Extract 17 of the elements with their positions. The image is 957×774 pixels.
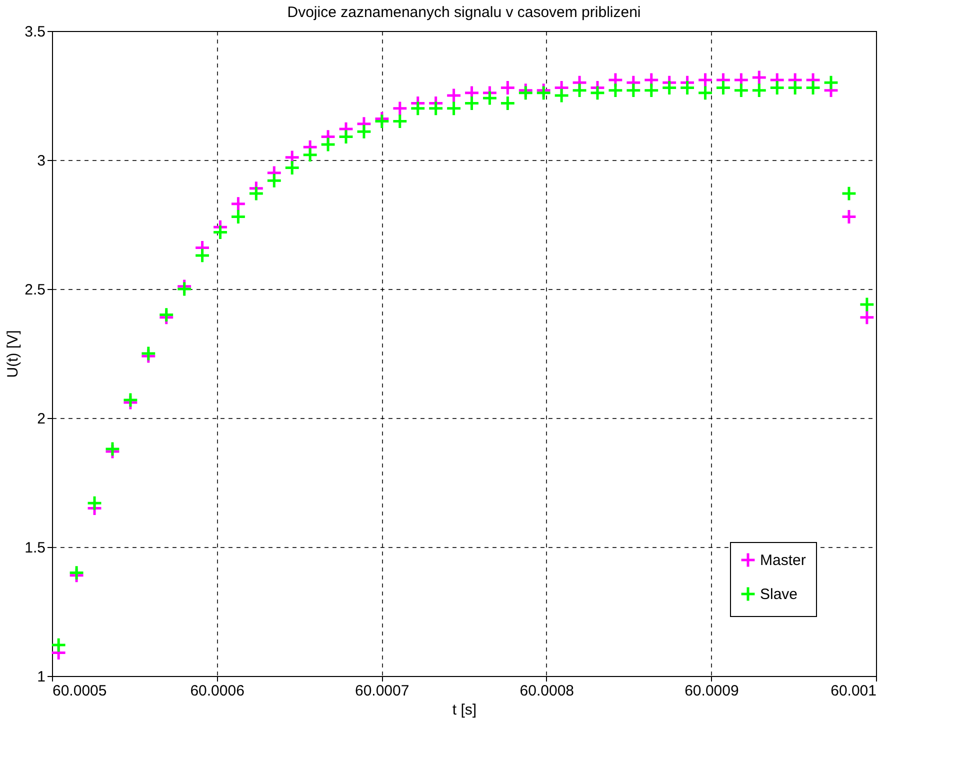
y-tick-label: 2.5 bbox=[24, 282, 46, 298]
y-tick-label: 3.5 bbox=[24, 24, 46, 40]
y-tick-label: 1.5 bbox=[24, 540, 46, 556]
legend-label: Master bbox=[760, 552, 806, 569]
legend-label: Slave bbox=[760, 586, 798, 603]
y-axis-title: U(t) [V] bbox=[4, 330, 22, 378]
x-tick-label: 60.0009 bbox=[684, 682, 739, 700]
y-tick-label: 2 bbox=[37, 410, 46, 428]
chart-title: Dvojice zaznamenanych signalu v casovem priblizeni bbox=[287, 4, 641, 21]
x-tick-label: 60.0006 bbox=[190, 682, 244, 700]
x-axis-title: t [s] bbox=[452, 702, 477, 718]
x-tick-label: 60.001 bbox=[830, 682, 876, 700]
y-tick-label: 3 bbox=[37, 152, 46, 170]
x-tick-label: 60.0005 bbox=[52, 682, 107, 700]
y-tick-label: 1 bbox=[37, 668, 46, 686]
x-tick-label: 60.0008 bbox=[520, 682, 574, 700]
x-tick-label: 60.0007 bbox=[354, 682, 410, 700]
